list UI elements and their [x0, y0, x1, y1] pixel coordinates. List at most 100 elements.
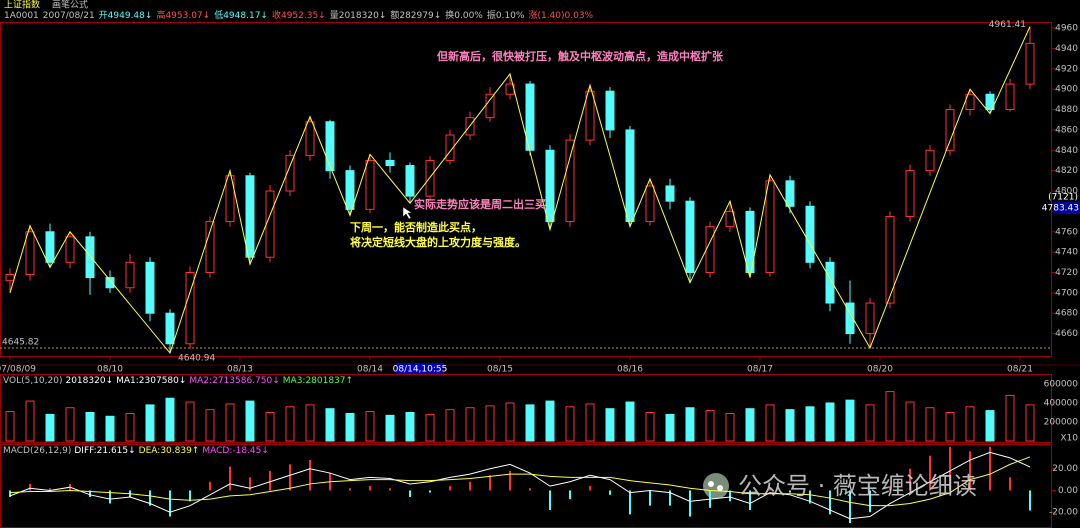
quote-item: 额282979↓: [390, 9, 441, 21]
candle-body: [905, 170, 915, 217]
volume-bar: [245, 400, 255, 442]
candle-body: [865, 302, 875, 335]
volume-bar: [605, 408, 615, 442]
panel-header-item: MACD:-18.45↓: [202, 446, 269, 456]
candle-body: [405, 165, 415, 197]
volume-bar: [585, 403, 595, 442]
y-tick-label: 4800: [1055, 187, 1078, 197]
candle-body: [565, 139, 575, 223]
candle-body: [765, 180, 775, 273]
volume-bar: [865, 404, 875, 442]
candle-body: [625, 129, 635, 223]
volume-bar: [265, 411, 275, 442]
candle-body: [1025, 42, 1035, 85]
diff-line: [9, 451, 1031, 520]
watermark-icon-dot: [708, 481, 714, 487]
volume-bar: [165, 397, 175, 442]
watermark-icon: [703, 473, 729, 499]
x-tick-label: 08/10: [97, 365, 123, 375]
volume-bar: [485, 405, 495, 442]
y-tick-label: 4880: [1055, 105, 1078, 115]
candle-body: [85, 236, 95, 279]
volume-bar: [365, 411, 375, 442]
candle-body: [485, 93, 495, 119]
volume-bar: [65, 407, 75, 442]
candle-body: [5, 274, 15, 282]
y-tick-label: 4680: [1055, 309, 1078, 319]
volume-bar: [425, 413, 435, 442]
volume-bar: [665, 413, 675, 442]
volume-bar: [25, 400, 35, 442]
volume-bar: [985, 410, 995, 442]
candle-body: [285, 154, 295, 192]
candle-body: [545, 149, 555, 223]
quote-item: 量2018320↓: [330, 10, 387, 21]
volume-bar: [645, 411, 655, 442]
candle-body: [805, 205, 815, 263]
candle-body: [645, 185, 655, 223]
candle-body: [105, 277, 115, 289]
y-tick-label: 20.00: [1052, 464, 1078, 474]
volume-bar: [125, 412, 135, 442]
candle-body: [425, 159, 435, 197]
y-tick-label: 4820: [1055, 166, 1078, 176]
reference-label: 4645.82: [2, 338, 39, 348]
volume-bar: [905, 401, 915, 442]
volume-bar: [785, 409, 795, 442]
candle-body: [205, 221, 215, 273]
volume-bar: [445, 409, 455, 442]
candle-body: [45, 231, 55, 263]
panel-header-item: MA1:2307580↓: [116, 376, 186, 386]
low-label: 4640.94: [178, 354, 215, 364]
volume-bar: [185, 401, 195, 442]
candle-body: [365, 159, 375, 210]
volume-bar: [925, 407, 935, 442]
quote-item: 振0.10%: [487, 9, 525, 21]
y-tick-label: 4900: [1055, 85, 1078, 95]
panel-header-item: 2018320↓: [65, 376, 113, 386]
candle-body: [825, 261, 835, 304]
volume-bar: [505, 402, 515, 442]
y-tick-label: -20.00: [1049, 508, 1078, 518]
candle-body: [245, 175, 255, 258]
quote-line: 1A0001 2007/08/21 开4949.48↓ 高4953.07↓ 低4948.…: [4, 9, 594, 21]
panel-header-item: MA2:2713586.750↓: [189, 376, 279, 386]
volume-bar: [45, 413, 55, 442]
volume-bar: [845, 399, 855, 442]
volume-bar: [805, 406, 815, 442]
volume-bar: [205, 409, 215, 442]
volume-bar: [345, 412, 355, 442]
volume-bar: [705, 410, 715, 442]
quote-item: 1A0001: [4, 11, 39, 21]
volume-bar: [465, 407, 475, 442]
header-subtitle: 画笔公式: [52, 0, 88, 11]
volume-bar: [685, 407, 695, 442]
y-tick-label: 0.00: [1058, 486, 1078, 496]
x-tick-label: 08/21: [1007, 365, 1033, 375]
main-panel: [0, 22, 1052, 357]
last-tag: (7121): [1048, 192, 1078, 202]
volume-bar: [545, 400, 555, 442]
quote-item: 2007/08/21: [43, 11, 95, 21]
panel-header: MACD(26,12,9) DIFF:21.615↓ DEA:30.839↑ MACD…: [3, 446, 269, 456]
candle-body: [705, 226, 715, 273]
volume-panel: [0, 374, 1052, 443]
x-tick-label: 08/17: [747, 365, 773, 375]
quote-item: 涨(1.40)0.03%: [528, 10, 593, 21]
y-tick-label: 4860: [1055, 125, 1078, 135]
last-price-box: [1053, 201, 1080, 214]
high-label: 4961.41: [989, 20, 1026, 30]
volume-bar: [285, 406, 295, 442]
candle-body: [1005, 83, 1015, 111]
candle-body: [845, 302, 855, 335]
y-tick-label: 4700: [1055, 288, 1078, 298]
x-tick-label: 08/16: [617, 365, 643, 375]
x-tick-label: 08/14: [357, 365, 383, 375]
candle-body: [305, 121, 315, 156]
candle-body: [345, 170, 355, 210]
volume-bar: [145, 404, 155, 442]
dea-line: [9, 456, 1031, 507]
unit-label: X10: [1060, 434, 1078, 444]
candle-body: [445, 134, 455, 161]
zigzag-line: [9, 26, 1031, 355]
